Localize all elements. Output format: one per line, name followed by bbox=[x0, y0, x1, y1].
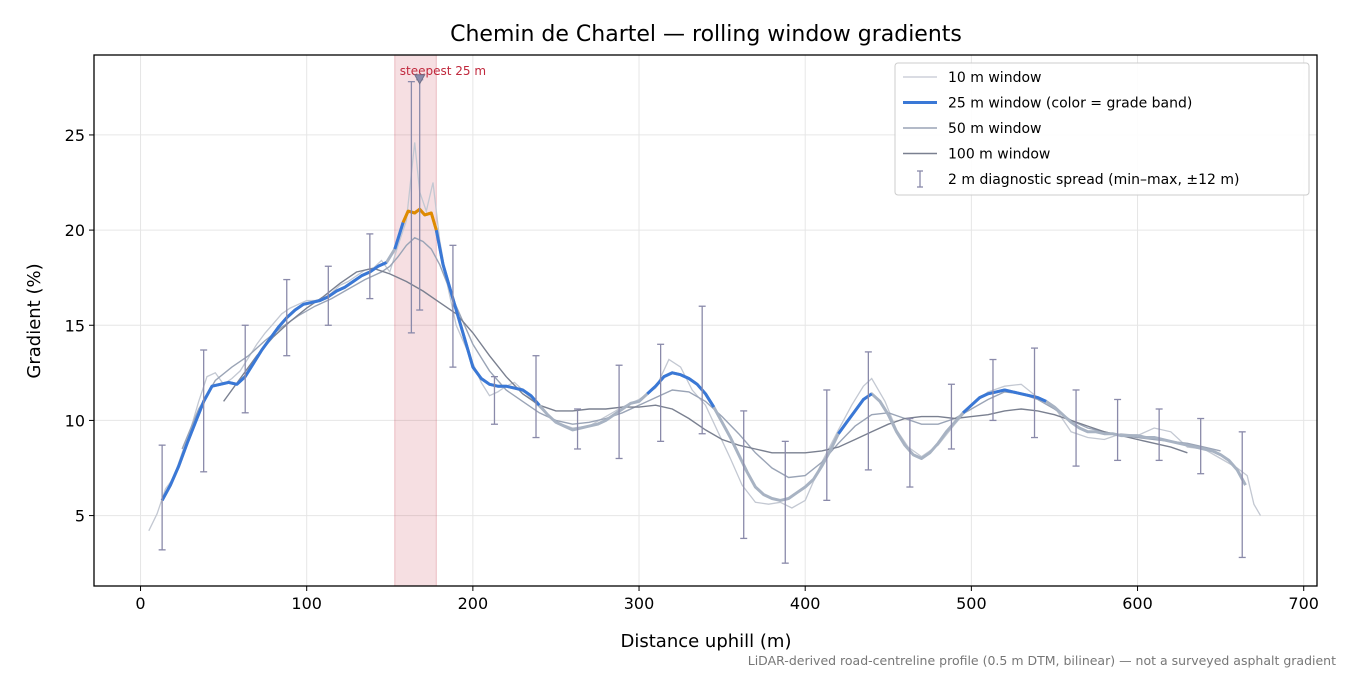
series-10m-line bbox=[148, 142, 1262, 532]
legend-label: 2 m diagnostic spread (min–max, ±12 m) bbox=[948, 172, 1239, 188]
error-bar bbox=[1072, 389, 1080, 467]
y-tick-label: 10 bbox=[65, 411, 85, 430]
x-tick-label: 200 bbox=[458, 594, 489, 613]
x-tick-label: 700 bbox=[1288, 594, 1319, 613]
error-bar bbox=[864, 351, 872, 471]
error-bar bbox=[781, 440, 789, 564]
steepest-band bbox=[394, 54, 437, 587]
error-bar bbox=[574, 408, 582, 450]
legend-label: 10 m window bbox=[948, 70, 1041, 86]
legend-item: 2 m diagnostic spread (min–max, ±12 m) bbox=[917, 170, 1239, 188]
y-tick-label: 15 bbox=[65, 316, 85, 335]
error-bar bbox=[1155, 408, 1163, 462]
series-50m-line bbox=[181, 236, 1221, 479]
error-bar bbox=[1197, 417, 1205, 475]
steepest-label: steepest 25 m bbox=[400, 64, 486, 78]
series-100m-line bbox=[223, 267, 1188, 454]
error-bar bbox=[241, 324, 249, 414]
x-tick-label: 300 bbox=[624, 594, 655, 613]
x-tick-label: 500 bbox=[956, 594, 987, 613]
error-bar bbox=[407, 80, 415, 334]
x-tick-label: 0 bbox=[135, 594, 145, 613]
error-bar bbox=[657, 343, 665, 443]
series-25m-band-segment bbox=[962, 388, 1047, 414]
error-bar bbox=[324, 265, 332, 326]
legend-box bbox=[894, 62, 1310, 196]
legend-label: 50 m window bbox=[948, 121, 1041, 137]
legend-item: 50 m window bbox=[903, 121, 1041, 137]
axis-ticks: 0 100 200 300 400 500 600 700 5 10 15 20 25 bbox=[65, 126, 1319, 613]
error-bar bbox=[283, 278, 291, 357]
series-25m-band-segment bbox=[160, 261, 388, 502]
x-tick-label: 100 bbox=[291, 594, 322, 613]
x-tick-label: 600 bbox=[1122, 594, 1153, 613]
error-bar bbox=[823, 389, 831, 502]
legend-item: 10 m window bbox=[903, 70, 1041, 86]
error-bar bbox=[366, 233, 374, 300]
error-bar bbox=[906, 417, 914, 488]
error-bar bbox=[1238, 431, 1246, 559]
error-bar bbox=[989, 358, 997, 422]
error-bar bbox=[490, 375, 498, 425]
plot-frame bbox=[93, 54, 1318, 587]
error-bar bbox=[698, 305, 706, 435]
y-tick-label: 5 bbox=[75, 507, 85, 526]
chart-title: Chemin de Chartel — rolling window gradi… bbox=[450, 22, 962, 47]
error-bar bbox=[615, 364, 623, 460]
steepest-marker bbox=[413, 74, 426, 85]
series-25m-band-segment bbox=[434, 229, 541, 407]
error-bar bbox=[449, 244, 457, 368]
error-bar bbox=[1114, 398, 1122, 462]
x-tick-label: 400 bbox=[790, 594, 821, 613]
series-25m-line bbox=[160, 207, 1247, 502]
error-bar bbox=[200, 349, 208, 473]
y-tick-label: 20 bbox=[65, 221, 85, 240]
y-axis-label: Gradient (%) bbox=[24, 263, 45, 378]
diagnostic-spread bbox=[158, 79, 1246, 564]
error-bar bbox=[1031, 347, 1039, 439]
error-bar bbox=[532, 355, 540, 439]
series-25m-band-segment bbox=[393, 222, 405, 250]
legend-label: 25 m window (color = grade band) bbox=[948, 96, 1192, 112]
error-bar bbox=[158, 444, 166, 551]
legend: 10 m window 25 m window (color = grade ba… bbox=[894, 62, 1310, 196]
series-25m-band-segment bbox=[837, 392, 873, 435]
steepest-band-rect bbox=[394, 54, 437, 587]
error-bar bbox=[947, 383, 955, 450]
legend-label: 100 m window bbox=[948, 147, 1050, 163]
x-axis-label: Distance uphill (m) bbox=[621, 631, 792, 652]
error-bar bbox=[740, 410, 748, 540]
y-tick-label: 25 bbox=[65, 126, 85, 145]
legend-item: 100 m window bbox=[903, 147, 1050, 163]
series-25m-band-segment bbox=[646, 371, 716, 408]
caption: LiDAR-derived road-centreline profile (0… bbox=[748, 653, 1336, 668]
legend-item: 25 m window (color = grade band) bbox=[903, 96, 1192, 112]
series-lines bbox=[148, 142, 1262, 532]
steepest-annotation: steepest 25 m bbox=[400, 64, 486, 85]
